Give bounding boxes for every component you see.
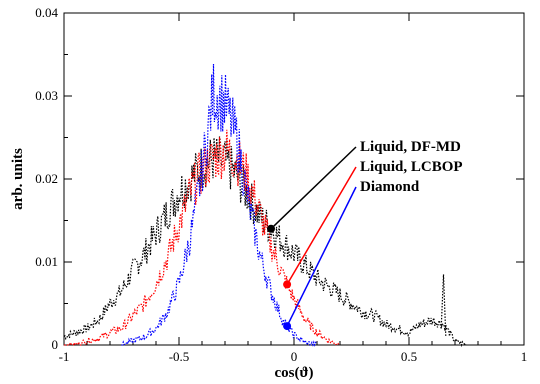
y-tick-label: 0	[52, 337, 59, 352]
x-tick-label: 1	[521, 349, 528, 364]
y-tick-label: 0.03	[35, 88, 58, 103]
x-tick-label: -1	[59, 349, 70, 364]
legend-pointer	[286, 166, 357, 285]
y-tick-label: 0.04	[35, 5, 58, 20]
x-tick-label: 0	[291, 349, 298, 364]
y-tick-label: 0.02	[35, 171, 58, 186]
legend-marker	[267, 224, 275, 233]
legend-pointer	[270, 146, 357, 230]
legend: Liquid, DF-MD Liquid, LCBOP Diamond	[267, 139, 463, 331]
y-tick-label: 0.01	[35, 254, 58, 269]
x-axis-label: cos(ϑ)	[275, 365, 314, 381]
x-tick-label: -0.5	[169, 349, 190, 364]
legend-label: Liquid, LCBOP	[360, 159, 463, 175]
y-axis-label: arb. units	[10, 148, 26, 210]
series-layer	[63, 63, 467, 348]
legend-marker	[283, 322, 292, 331]
plot-area	[63, 12, 525, 346]
legend-label: Diamond	[360, 179, 420, 195]
axis-ticks: -1 -0.5 0 0.5 1 0 0.01 0.02 0.03 0.04	[35, 5, 527, 364]
series-2	[121, 63, 317, 348]
x-tick-label: 0.5	[401, 349, 417, 364]
series-line	[121, 63, 317, 348]
legend-pointer	[286, 186, 357, 327]
legend-label: Liquid, DF-MD	[360, 139, 461, 155]
legend-marker	[283, 280, 292, 289]
